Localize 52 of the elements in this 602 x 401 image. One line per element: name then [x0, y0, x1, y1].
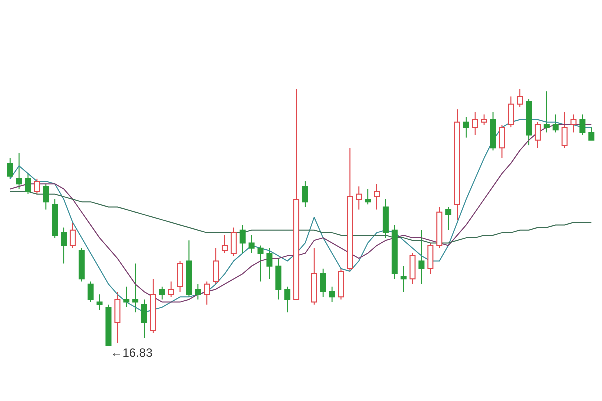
candlestick: [580, 114, 586, 136]
candlestick: [240, 224, 246, 254]
candlestick: [114, 292, 121, 344]
candlestick: [159, 286, 166, 300]
candlestick: [329, 286, 336, 303]
candlestick: [96, 294, 103, 311]
candlestick: [230, 227, 237, 257]
candlestick: [222, 234, 228, 254]
candlestick: [266, 248, 273, 280]
candlestick: [446, 206, 452, 231]
candlestick: [544, 91, 550, 134]
candlestick: [195, 284, 202, 300]
candlestick: [43, 184, 50, 210]
candlestick: [7, 158, 14, 180]
candlestick: [508, 96, 514, 128]
candlestick: [374, 184, 380, 210]
candlestick: [168, 281, 174, 298]
candlestick: [410, 252, 416, 285]
candlestick: [258, 245, 264, 282]
candlestick: [499, 124, 506, 159]
candlestick: [124, 286, 130, 308]
candlestick: [400, 266, 407, 293]
candlestick: [356, 186, 362, 210]
candlestick: [88, 281, 94, 303]
candlestick: [534, 122, 541, 149]
candlestick: [320, 268, 326, 298]
candlestick: [25, 173, 32, 195]
candlestick: [248, 234, 255, 254]
candlestick: [34, 178, 40, 195]
candlestick: [61, 227, 68, 264]
candlestick: [562, 112, 568, 149]
candlestick: [70, 222, 76, 249]
candlestick: [428, 242, 434, 275]
candlestick: [213, 248, 220, 285]
candlestick: [365, 188, 372, 206]
candlestick: [570, 114, 577, 134]
candlestick: [276, 258, 282, 300]
candlestick: [588, 127, 595, 141]
candlestick: [472, 112, 478, 136]
candlestick: [132, 263, 139, 314]
candlestick: [204, 281, 210, 306]
candlestick: [481, 114, 488, 126]
annotation: ←16.83: [110, 346, 154, 360]
candlestick: [284, 286, 291, 314]
candlestick: [552, 114, 559, 134]
candlestick: [302, 181, 308, 208]
candlestick: [463, 116, 470, 138]
candlestick: [517, 88, 524, 108]
candlestick: [142, 299, 148, 339]
candlestick: [16, 152, 22, 190]
candlestick: [418, 230, 425, 285]
candlestick: [177, 260, 184, 293]
